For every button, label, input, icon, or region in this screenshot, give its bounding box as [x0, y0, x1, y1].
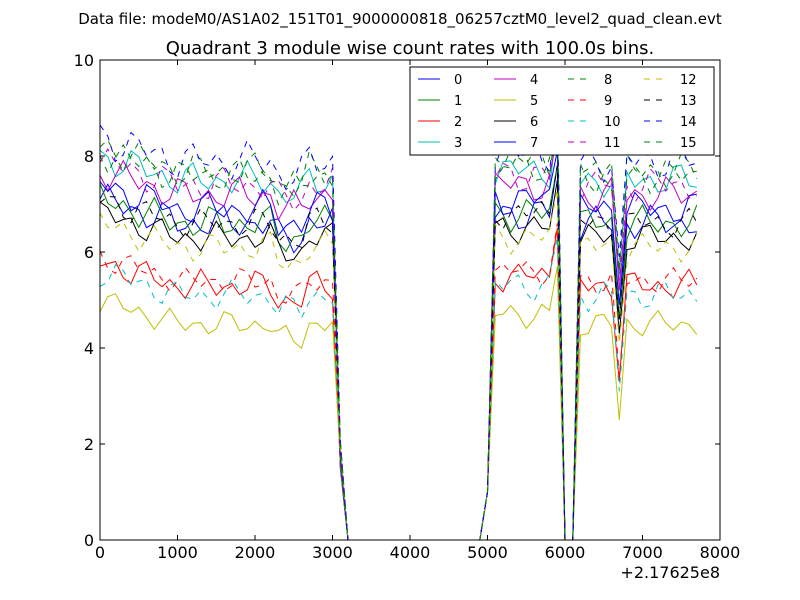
series-line-11 [100, 127, 697, 540]
series-line-8 [100, 112, 698, 540]
legend-label-9: 9 [604, 94, 612, 109]
legend-label-0: 0 [454, 73, 462, 88]
legend-label-11: 11 [604, 136, 621, 151]
series-line-12 [100, 189, 698, 540]
x-offset-label: +2.17625e8 [620, 563, 720, 582]
x-tick-label: 8000 [700, 543, 741, 562]
legend-label-14: 14 [680, 115, 697, 130]
legend-label-8: 8 [604, 73, 612, 88]
y-tick-label: 8 [84, 147, 94, 166]
y-tick-label: 0 [84, 531, 94, 550]
series-line-15 [100, 117, 697, 540]
series-line-13 [100, 165, 698, 540]
series-layer [100, 103, 698, 540]
legend-label-15: 15 [680, 136, 697, 151]
legend-label-2: 2 [454, 115, 462, 130]
chart-title: Quadrant 3 module wise count rates with … [166, 38, 655, 59]
series-line-1 [100, 165, 698, 540]
series-line-2 [100, 227, 698, 540]
plot-frame [99, 59, 721, 541]
legend-label-1: 1 [454, 94, 462, 109]
legend-label-3: 3 [454, 136, 462, 151]
series-line-7 [100, 151, 697, 540]
y-tick-label: 10 [74, 51, 94, 70]
x-tick-label: 3000 [312, 543, 353, 562]
series-line-5 [100, 266, 698, 540]
legend-label-13: 13 [680, 94, 697, 109]
legend-label-7: 7 [530, 136, 538, 151]
suptitle: Data file: modeM0/AS1A02_151T01_90000008… [78, 10, 722, 29]
legend-label-4: 4 [530, 73, 538, 88]
y-tick-label: 4 [84, 339, 94, 358]
series-line-6 [100, 179, 698, 540]
x-tick-label: 6000 [545, 543, 586, 562]
y-tick-label: 6 [84, 243, 94, 262]
series-line-4 [100, 136, 698, 540]
x-tick-label: 1000 [157, 543, 198, 562]
x-tick-label: 0 [95, 543, 105, 562]
x-tick-label: 2000 [235, 543, 276, 562]
y-tick-label: 2 [84, 435, 94, 454]
legend-label-5: 5 [530, 94, 538, 109]
legend-label-6: 6 [530, 115, 538, 130]
legend-label-10: 10 [604, 115, 621, 130]
legend-label-12: 12 [680, 73, 697, 88]
series-line-3 [100, 122, 697, 540]
x-tick-label: 5000 [467, 543, 508, 562]
x-tick-label: 7000 [622, 543, 663, 562]
legend-frame [409, 66, 715, 156]
x-tick-label: 4000 [390, 543, 431, 562]
